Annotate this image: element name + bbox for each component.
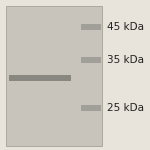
- FancyBboxPatch shape: [81, 24, 101, 30]
- FancyBboxPatch shape: [9, 75, 71, 81]
- Text: 45 kDa: 45 kDa: [106, 22, 144, 32]
- FancyBboxPatch shape: [81, 105, 101, 111]
- FancyBboxPatch shape: [81, 57, 101, 63]
- Text: 35 kDa: 35 kDa: [106, 55, 144, 65]
- Text: 25 kDa: 25 kDa: [106, 103, 144, 113]
- FancyBboxPatch shape: [6, 6, 102, 146]
